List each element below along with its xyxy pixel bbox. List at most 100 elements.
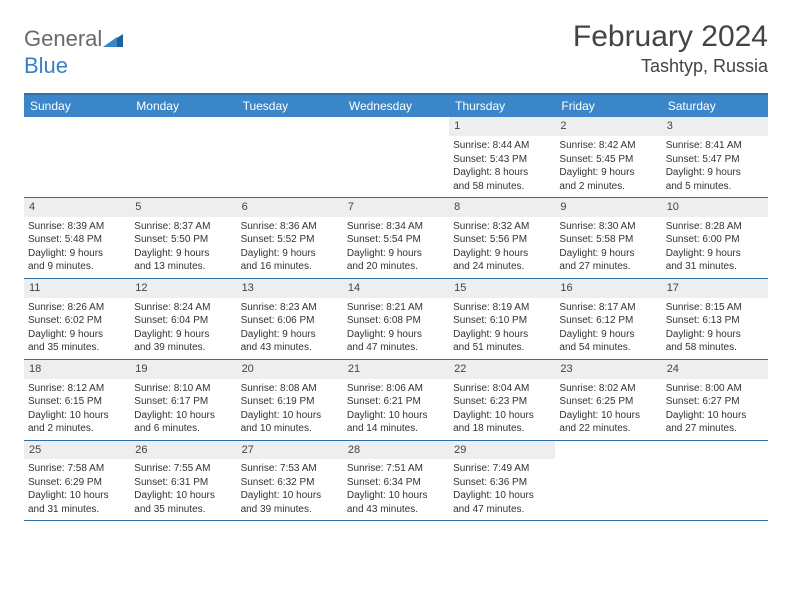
day-number: 9 (555, 198, 661, 217)
day-info-line: Daylight: 9 hours (559, 328, 657, 342)
day-cell: 8Sunrise: 8:32 AMSunset: 5:56 PMDaylight… (449, 198, 555, 278)
day-info-line: and 22 minutes. (559, 422, 657, 436)
day-info-line: Sunset: 6:32 PM (241, 476, 339, 490)
day-info-line: Sunset: 6:04 PM (134, 314, 232, 328)
day-info-line: Sunset: 6:06 PM (241, 314, 339, 328)
day-info: Sunrise: 8:28 AMSunset: 6:00 PMDaylight:… (666, 220, 764, 274)
day-info: Sunrise: 7:49 AMSunset: 6:36 PMDaylight:… (453, 462, 551, 516)
day-info: Sunrise: 8:26 AMSunset: 6:02 PMDaylight:… (28, 301, 126, 355)
day-number: 7 (343, 198, 449, 217)
day-info: Sunrise: 8:24 AMSunset: 6:04 PMDaylight:… (134, 301, 232, 355)
day-number: 5 (130, 198, 236, 217)
day-cell: 16Sunrise: 8:17 AMSunset: 6:12 PMDayligh… (555, 279, 661, 359)
day-number: 27 (237, 441, 343, 460)
day-info-line: Sunrise: 8:42 AM (559, 139, 657, 153)
day-info-line: Daylight: 9 hours (559, 166, 657, 180)
day-info-line: Sunset: 6:27 PM (666, 395, 764, 409)
day-cell: 4 Sunrise: 8:39 AMSunset: 5:48 PMDaylight… (24, 198, 130, 278)
brand-name: GeneralBlue (24, 26, 123, 79)
day-info: Sunrise: 8:21 AMSunset: 6:08 PMDaylight:… (347, 301, 445, 355)
day-info: Sunrise: 8:34 AMSunset: 5:54 PMDaylight:… (347, 220, 445, 274)
day-info-line: Daylight: 9 hours (134, 328, 232, 342)
day-info-line: Daylight: 10 hours (28, 409, 126, 423)
day-info-line: Sunset: 6:12 PM (559, 314, 657, 328)
day-cell: 23Sunrise: 8:02 AMSunset: 6:25 PMDayligh… (555, 360, 661, 440)
day-info-line: and 35 minutes. (28, 341, 126, 355)
day-cell (555, 441, 661, 521)
day-info-line: Sunrise: 8:00 AM (666, 382, 764, 396)
day-info-line: and 16 minutes. (241, 260, 339, 274)
day-cell: 9Sunrise: 8:30 AMSunset: 5:58 PMDaylight… (555, 198, 661, 278)
day-cell (343, 117, 449, 197)
day-info-line: and 39 minutes. (241, 503, 339, 517)
day-cell: 22Sunrise: 8:04 AMSunset: 6:23 PMDayligh… (449, 360, 555, 440)
day-cell: 3Sunrise: 8:41 AMSunset: 5:47 PMDaylight… (662, 117, 768, 197)
day-info-line: Sunrise: 8:24 AM (134, 301, 232, 315)
day-cell: 1Sunrise: 8:44 AMSunset: 5:43 PMDaylight… (449, 117, 555, 197)
day-info-line: and 27 minutes. (559, 260, 657, 274)
day-info-line: Sunrise: 8:34 AM (347, 220, 445, 234)
day-number: 24 (662, 360, 768, 379)
day-info-line: Daylight: 10 hours (241, 409, 339, 423)
day-info-line: Daylight: 10 hours (241, 489, 339, 503)
day-info-line: Sunrise: 7:49 AM (453, 462, 551, 476)
calendar-page: GeneralBlue February 2024 Tashtyp, Russi… (0, 0, 792, 541)
day-cell: 28Sunrise: 7:51 AMSunset: 6:34 PMDayligh… (343, 441, 449, 521)
day-info-line: Sunset: 6:19 PM (241, 395, 339, 409)
weekday-header: SundayMondayTuesdayWednesdayThursdayFrid… (24, 95, 768, 117)
day-info-line: and 18 minutes. (453, 422, 551, 436)
day-info-line: Daylight: 9 hours (28, 328, 126, 342)
day-info-line: Daylight: 9 hours (666, 328, 764, 342)
day-cell: 13Sunrise: 8:23 AMSunset: 6:06 PMDayligh… (237, 279, 343, 359)
day-info: Sunrise: 8:39 AMSunset: 5:48 PMDaylight:… (28, 220, 126, 274)
day-cell: 7 Sunrise: 8:34 AMSunset: 5:54 PMDaylight… (343, 198, 449, 278)
day-number: 21 (343, 360, 449, 379)
day-info-line: Sunset: 6:31 PM (134, 476, 232, 490)
day-cell: 27 Sunrise: 7:53 AMSunset: 6:32 PMDayligh… (237, 441, 343, 521)
day-info-line: and 27 minutes. (666, 422, 764, 436)
day-info-line: and 39 minutes. (134, 341, 232, 355)
day-info-line: Sunrise: 8:23 AM (241, 301, 339, 315)
day-info-line: Sunrise: 7:55 AM (134, 462, 232, 476)
day-number: 4 (24, 198, 130, 217)
day-info: Sunrise: 8:10 AMSunset: 6:17 PMDaylight:… (134, 382, 232, 436)
day-info: Sunrise: 8:08 AMSunset: 6:19 PMDaylight:… (241, 382, 339, 436)
day-info: Sunrise: 8:41 AMSunset: 5:47 PMDaylight:… (666, 139, 764, 193)
day-cell: 24Sunrise: 8:00 AMSunset: 6:27 PMDayligh… (662, 360, 768, 440)
day-info-line: Sunset: 5:52 PM (241, 233, 339, 247)
day-info-line: Sunset: 6:29 PM (28, 476, 126, 490)
day-info-line: and 9 minutes. (28, 260, 126, 274)
day-cell: 6Sunrise: 8:36 AMSunset: 5:52 PMDaylight… (237, 198, 343, 278)
week-row: 18Sunrise: 8:12 AMSunset: 6:15 PMDayligh… (24, 360, 768, 441)
day-info-line: Daylight: 10 hours (559, 409, 657, 423)
day-info-line: and 47 minutes. (347, 341, 445, 355)
day-info-line: and 14 minutes. (347, 422, 445, 436)
day-cell: 21Sunrise: 8:06 AMSunset: 6:21 PMDayligh… (343, 360, 449, 440)
brand-name-blue: Blue (24, 53, 68, 78)
day-info-line: Sunset: 6:15 PM (28, 395, 126, 409)
day-cell: 19Sunrise: 8:10 AMSunset: 6:17 PMDayligh… (130, 360, 236, 440)
day-cell (130, 117, 236, 197)
day-info-line: Sunset: 6:08 PM (347, 314, 445, 328)
day-info-line: Daylight: 9 hours (559, 247, 657, 261)
day-info-line: Sunset: 5:45 PM (559, 153, 657, 167)
day-cell: 29Sunrise: 7:49 AMSunset: 6:36 PMDayligh… (449, 441, 555, 521)
day-info-line: Daylight: 9 hours (347, 328, 445, 342)
weekday-label: Saturday (662, 95, 768, 117)
day-info: Sunrise: 8:15 AMSunset: 6:13 PMDaylight:… (666, 301, 764, 355)
day-number: 25 (24, 441, 130, 460)
day-info-line: Daylight: 9 hours (666, 247, 764, 261)
day-number: 8 (449, 198, 555, 217)
day-info-line: Daylight: 9 hours (241, 247, 339, 261)
header: GeneralBlue February 2024 Tashtyp, Russi… (24, 20, 768, 79)
day-cell: 17Sunrise: 8:15 AMSunset: 6:13 PMDayligh… (662, 279, 768, 359)
day-info-line: and 47 minutes. (453, 503, 551, 517)
day-info-line: and 6 minutes. (134, 422, 232, 436)
day-info: Sunrise: 8:02 AMSunset: 6:25 PMDaylight:… (559, 382, 657, 436)
day-info: Sunrise: 7:53 AMSunset: 6:32 PMDaylight:… (241, 462, 339, 516)
day-cell: 12Sunrise: 8:24 AMSunset: 6:04 PMDayligh… (130, 279, 236, 359)
title-block: February 2024 Tashtyp, Russia (573, 20, 768, 77)
weekday-label: Monday (130, 95, 236, 117)
day-info-line: and 5 minutes. (666, 180, 764, 194)
day-info-line: Sunset: 6:23 PM (453, 395, 551, 409)
